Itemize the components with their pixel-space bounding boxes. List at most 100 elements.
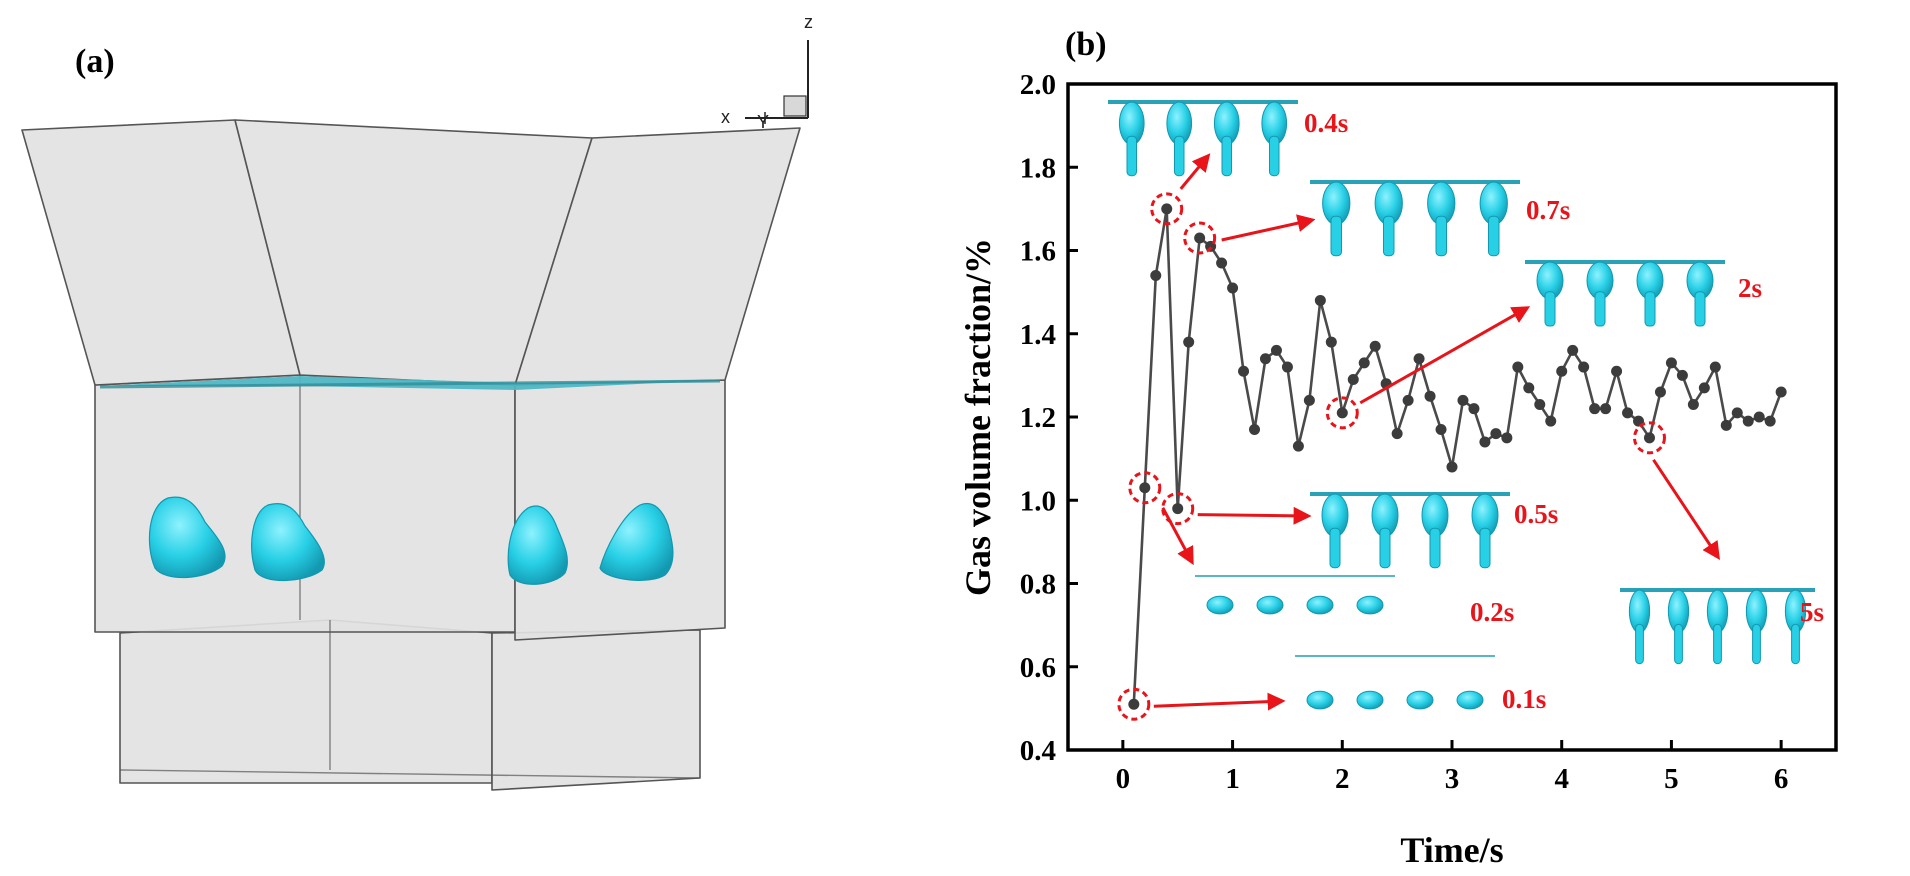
annotation-arrow [1161, 507, 1194, 566]
data-point [1654, 386, 1666, 398]
snapshot-inset [1306, 690, 1484, 710]
annotation: 0.1s [1117, 684, 1546, 721]
data-point [1161, 203, 1173, 215]
x-tick-label: 3 [1445, 763, 1460, 795]
snapshot-inset [1108, 100, 1298, 177]
x-axis-title: Time/s [1400, 830, 1503, 870]
tundish-body [21, 119, 801, 791]
x-tick-label: 0 [1116, 763, 1131, 795]
bubble-plume [507, 505, 568, 585]
data-point [1775, 386, 1787, 398]
annotation: 0.2s [1128, 471, 1514, 627]
data-point [1534, 399, 1546, 411]
data-point [1611, 365, 1623, 377]
data-point [1501, 432, 1513, 444]
data-point [1479, 436, 1491, 448]
annotation-label: 2s [1738, 273, 1762, 303]
data-point [1676, 369, 1688, 381]
data-point [1567, 344, 1579, 356]
data-point [1281, 361, 1293, 373]
axis-triad: z x Y [721, 12, 813, 132]
y-tick-label: 0.8 [1020, 569, 1056, 601]
data-point [1369, 340, 1381, 352]
bubble-plume [148, 496, 226, 579]
data-point [1336, 407, 1348, 419]
y-tick-label: 0.6 [1020, 652, 1056, 684]
data-point [1742, 415, 1754, 427]
data-point [1600, 403, 1612, 415]
data-point [1238, 365, 1250, 377]
y-axis-title: Gas volume fraction/% [958, 238, 998, 596]
data-point [1457, 394, 1469, 406]
data-point [1358, 357, 1370, 369]
annotation-label: 0.1s [1502, 684, 1546, 714]
annotation: 0.4s [1150, 108, 1348, 226]
data-point [1183, 336, 1195, 348]
x-axis: 0 1 2 3 4 5 6 [1116, 740, 1788, 795]
data-point [1424, 390, 1436, 402]
snapshot-inset [1206, 595, 1384, 615]
data-point [1270, 344, 1282, 356]
data-point [1325, 336, 1337, 348]
triad-x-label: x [721, 107, 730, 127]
snapshot-inset [1310, 180, 1520, 257]
annotation-circle [1325, 396, 1359, 430]
annotations: 0.1s 0.2s 0.4s 0.5s 0.7s 2s 5s [1117, 108, 1824, 721]
bubble-plume [599, 503, 674, 581]
data-point [1556, 365, 1568, 377]
y-tick-label: 1.4 [1020, 319, 1056, 351]
data-point [1128, 698, 1140, 710]
data-point [1150, 269, 1162, 281]
annotation-label: 0.2s [1470, 597, 1514, 627]
x-tick-label: 4 [1554, 763, 1569, 795]
panel-a-geometry: (a) z x Y [21, 12, 813, 791]
data-point [1194, 232, 1206, 244]
data-point [1172, 503, 1184, 515]
data-point [1259, 353, 1271, 365]
annotation: 0.7s [1183, 195, 1570, 255]
y-tick-label: 0.4 [1020, 735, 1056, 767]
annotation-circle [1150, 192, 1184, 226]
data-point [1523, 382, 1535, 394]
data-point [1720, 419, 1732, 431]
data-point [1709, 361, 1721, 373]
annotation-arrow [1359, 306, 1531, 405]
data-point [1589, 403, 1601, 415]
snapshot-inset [1620, 588, 1815, 665]
bubble-plume [251, 503, 325, 582]
snapshot-inset [1525, 260, 1725, 327]
triad-y-label: Y [757, 112, 769, 132]
data-point [1665, 357, 1677, 369]
x-tick-label: 1 [1225, 763, 1240, 795]
y-tick-label: 1.0 [1020, 485, 1056, 517]
panel-a-label: (a) [75, 43, 115, 80]
annotation-arrow [1221, 214, 1316, 242]
annotation-circle [1183, 221, 1217, 255]
snapshot-insets [1108, 100, 1815, 710]
annotation-circle [1161, 492, 1195, 526]
data-point [1698, 382, 1710, 394]
annotation: 2s [1325, 273, 1762, 430]
y-tick-label: 2.0 [1020, 69, 1056, 101]
annotation-circle [1128, 471, 1162, 505]
data-point [1435, 423, 1447, 435]
data-point [1512, 361, 1524, 373]
y-tick-label: 1.8 [1020, 152, 1056, 184]
x-tick-label: 5 [1664, 763, 1679, 795]
y-tick-label: 1.2 [1020, 402, 1056, 434]
data-point [1578, 361, 1590, 373]
annotation-circle [1117, 687, 1151, 721]
annotation: 5s [1632, 421, 1824, 627]
data-point [1753, 411, 1765, 423]
annotation-arrow [1179, 153, 1211, 190]
annotation-arrow [1153, 692, 1286, 711]
triad-z-label: z [804, 12, 813, 32]
data-point [1216, 257, 1228, 269]
x-tick-label: 2 [1335, 763, 1350, 795]
panel-b-label: (b) [1065, 26, 1107, 63]
data-point [1490, 428, 1502, 440]
data-point [1643, 432, 1655, 444]
annotation-label: 0.5s [1514, 499, 1558, 529]
